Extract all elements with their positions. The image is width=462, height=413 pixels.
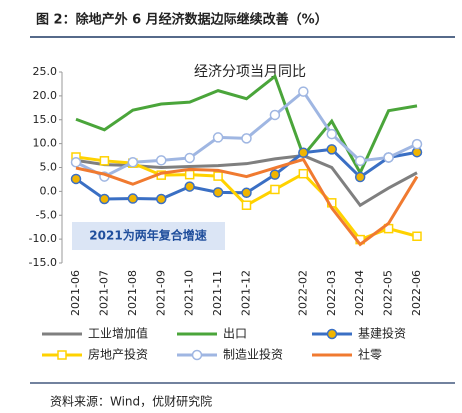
x-tick-label: 2022-06 [410, 270, 423, 316]
point [156, 193, 167, 205]
x-tick-label: 2021-11 [211, 270, 224, 316]
point [270, 184, 280, 195]
legend-label: 社零 [358, 347, 382, 362]
point [326, 128, 337, 140]
x-tick-label: 2022-05 [382, 270, 395, 316]
y-tick-label: 15.0 [33, 113, 58, 126]
point [127, 156, 139, 168]
point [241, 133, 252, 144]
point [298, 147, 309, 158]
point [212, 132, 224, 143]
legend-label: 制造业投资 [223, 347, 283, 362]
point [354, 171, 366, 183]
point [298, 168, 309, 179]
legend-marker [191, 349, 203, 361]
legend-marker [326, 328, 338, 340]
point [156, 155, 167, 166]
point [241, 200, 252, 210]
legend-label: 工业增加值 [88, 326, 148, 341]
chart-title: 经济分项当月同比 [194, 64, 306, 80]
x-tick-label: 2021-08 [126, 270, 139, 316]
legend-label: 房地产投资 [88, 347, 148, 362]
point [269, 109, 281, 121]
point [99, 156, 110, 166]
x-tick-label: 2021-06 [69, 270, 82, 316]
legend-label: 基建投资 [358, 326, 406, 341]
point [70, 156, 82, 168]
point [213, 171, 223, 181]
point [354, 155, 366, 167]
point [127, 193, 139, 204]
y-tick-label: 20.0 [33, 89, 58, 102]
y-tick-label: 25.0 [33, 65, 58, 78]
y-tick-label: 10.0 [33, 137, 58, 150]
series-line [75, 157, 419, 247]
point [241, 187, 252, 199]
y-tick-label: -15.0 [29, 256, 57, 269]
y-tick-label: -5.0 [36, 208, 57, 221]
y-tick-label: -10.0 [29, 232, 57, 245]
point [326, 144, 337, 155]
x-tick-label: 2021-07 [97, 270, 110, 316]
series-line [75, 73, 418, 177]
annotation: 2021为两年复合增速 [89, 228, 206, 243]
legend-marker [57, 350, 67, 360]
point [184, 181, 195, 192]
y-tick-label: 5.0 [40, 161, 58, 174]
legend-label: 出口 [223, 327, 247, 341]
x-tick-label: 2021-12 [240, 270, 253, 316]
source: 资料来源：Wind，优财研究院 [50, 394, 212, 409]
point [99, 193, 110, 205]
annotation-box [72, 222, 225, 250]
point [212, 187, 224, 198]
point [298, 86, 309, 97]
point [412, 231, 422, 242]
x-tick-label: 2021-10 [183, 270, 196, 316]
x-tick-label: 2022-02 [296, 270, 309, 316]
point [269, 169, 281, 180]
page-title: 图 2：除地产外 6 月经济数据边际继续改善（%） [36, 12, 328, 28]
point [184, 169, 195, 180]
x-tick-label: 2021-09 [154, 270, 167, 316]
x-tick-label: 2022-04 [353, 270, 366, 316]
x-tick-label: 2022-03 [325, 270, 338, 316]
point [70, 173, 82, 185]
point [184, 152, 195, 164]
point [411, 138, 423, 150]
y-tick-label: 0.0 [40, 184, 58, 197]
point [383, 152, 394, 163]
